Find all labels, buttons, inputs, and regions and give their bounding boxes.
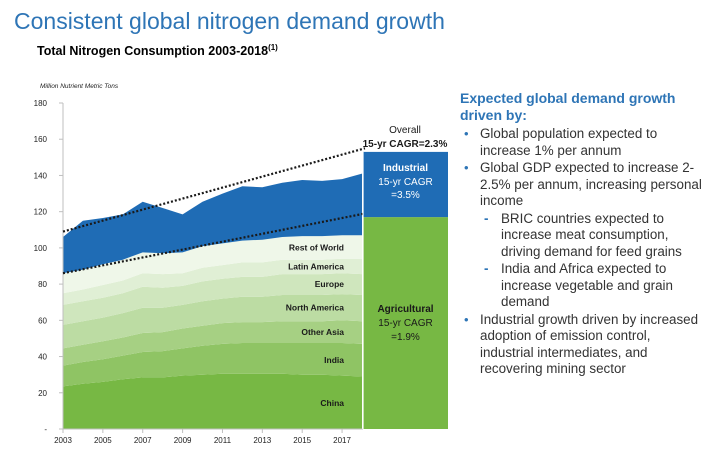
industrial-bar-segment (363, 151, 448, 218)
overall-annotation: 15-yr CAGR=2.3% (363, 139, 448, 150)
y-tick-label: 100 (34, 244, 48, 253)
driver-bullet: • Global population expected to increase … (460, 126, 705, 159)
series-label: Other Asia (301, 327, 344, 337)
x-tick-label: 2009 (174, 436, 192, 445)
y-tick-label: 140 (34, 171, 48, 180)
chart-subtitle-text: Total Nitrogen Consumption 2003-2018 (37, 44, 269, 59)
drivers-list: • Global population expected to increase … (460, 126, 705, 378)
x-tick-label: 2011 (214, 436, 232, 445)
area-series-latin-america (63, 258, 362, 305)
agricultural-bar-segment (363, 217, 448, 429)
series-label: North America (286, 303, 345, 313)
series-label: China (320, 398, 344, 408)
overall-trendline (62, 147, 366, 233)
series-label: India (324, 355, 344, 365)
area-series-india (63, 343, 362, 387)
driver-bullet-text: Global population expected to increase 1… (480, 126, 658, 158)
chart-subtitle: Total Nitrogen Consumption 2003-2018(1) (37, 43, 278, 58)
x-tick-label: 2013 (253, 436, 271, 445)
y-tick-label: 60 (38, 316, 47, 325)
series-label: Europe (315, 279, 345, 289)
series-label: Latin America (288, 262, 344, 272)
x-tick-label: 2003 (54, 436, 72, 445)
dash-icon: - (484, 210, 489, 226)
footnote-marker: (1) (268, 43, 278, 52)
agricultural-annotation: 15-yr CAGR (378, 318, 432, 329)
industrial-annotation: =3.5% (391, 190, 420, 201)
x-tick-label: 2015 (293, 436, 311, 445)
driver-sub-bullet-text: BRIC countries expected to increase meat… (501, 210, 682, 259)
driver-bullet: • Global GDP expected to increase 2-2.5% … (460, 160, 705, 210)
dash-icon: - (484, 261, 489, 276)
y-tick-label: 20 (38, 389, 47, 398)
driver-bullet: • Industrial growth driven by increased a… (460, 312, 705, 378)
driver-sub-bullet: - BRIC countries expected to increase mea… (460, 211, 705, 261)
y-tick-label: 160 (34, 135, 48, 144)
x-tick-label: 2017 (333, 436, 351, 445)
area-series-rest-of-world (63, 235, 362, 294)
x-tick-label: 2005 (94, 436, 112, 445)
demand-drivers-panel: Expected global demand growth driven by:… (460, 90, 705, 378)
series-label: Rest of World (289, 242, 344, 252)
agricultural-annotation: Agricultural (377, 304, 433, 315)
y-tick-label: 180 (34, 99, 48, 108)
page-title: Consistent global nitrogen demand growth (14, 8, 445, 34)
overall-annotation: Overall (389, 125, 421, 136)
driver-sub-bullet: - India and Africa expected to increase v… (460, 261, 705, 311)
x-tick-label: 2007 (134, 436, 152, 445)
area-series-china (63, 373, 362, 429)
industrial-annotation: 15-yr CAGR (378, 177, 432, 188)
y-axis-title: Million Nutrient Metric Tons (40, 83, 119, 90)
driver-sub-bullet-text: India and Africa expected to increase ve… (501, 261, 673, 309)
industrial-annotation: Industrial (383, 163, 428, 174)
bullet-dot-icon: • (464, 126, 469, 141)
drivers-heading: Expected global demand growth driven by: (460, 90, 676, 123)
driver-bullet-text: Global GDP expected to increase 2-2.5% p… (480, 160, 702, 208)
y-tick-label: - (44, 425, 47, 434)
bullet-dot-icon: • (464, 160, 469, 175)
bullet-dot-icon: • (464, 311, 469, 327)
driver-bullet-text: Industrial growth driven by increased ad… (480, 311, 699, 377)
area-series-europe (63, 273, 362, 325)
y-tick-label: 120 (34, 208, 48, 217)
agricultural-annotation: =1.9% (391, 332, 420, 343)
y-tick-label: 80 (38, 280, 47, 289)
area-series-north-america (63, 294, 362, 349)
y-tick-label: 40 (38, 353, 47, 362)
agricultural-trendline (62, 212, 366, 275)
area-series-other-asia (63, 320, 362, 366)
area-series-industrial (63, 173, 362, 274)
